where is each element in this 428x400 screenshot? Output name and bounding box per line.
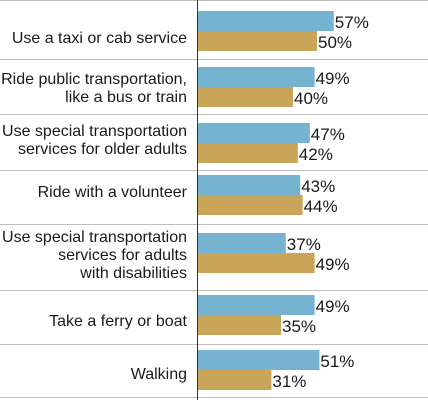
category-label: Use special transportation bbox=[2, 123, 187, 140]
category-label: Take a ferry or boat bbox=[49, 313, 187, 330]
bar-series-1 bbox=[197, 233, 286, 253]
bar-series-1 bbox=[197, 350, 320, 370]
value-label: 57% bbox=[335, 13, 369, 32]
value-label: 49% bbox=[316, 297, 350, 316]
bar-series-2 bbox=[197, 143, 298, 163]
value-label: 37% bbox=[287, 235, 321, 254]
category-label: Use special transportation bbox=[2, 229, 187, 246]
bar-series-2 bbox=[197, 253, 315, 273]
value-label: 51% bbox=[320, 352, 354, 371]
bar-series-2 bbox=[197, 195, 303, 215]
value-label: 43% bbox=[301, 177, 335, 196]
category-label: Use a taxi or cab service bbox=[12, 30, 187, 47]
bar-series-1 bbox=[197, 123, 310, 143]
bar-series-1 bbox=[197, 67, 315, 87]
bar-series-1 bbox=[197, 11, 334, 31]
bar-series-1 bbox=[197, 295, 315, 315]
category-label: like a bus or train bbox=[65, 89, 187, 106]
value-label: 31% bbox=[272, 372, 306, 391]
value-label: 47% bbox=[311, 125, 345, 144]
value-label: 42% bbox=[299, 145, 333, 164]
bar-series-2 bbox=[197, 31, 317, 51]
value-label: 49% bbox=[316, 69, 350, 88]
category-label: Ride public transportation, bbox=[1, 71, 187, 88]
category-label: services for adults bbox=[58, 247, 187, 264]
category-label: with disabilities bbox=[79, 265, 187, 282]
category-label: Walking bbox=[131, 366, 187, 383]
value-label: 50% bbox=[318, 33, 352, 52]
value-label: 49% bbox=[316, 255, 350, 274]
bar-series-2 bbox=[197, 370, 272, 390]
bar-series-2 bbox=[197, 87, 293, 107]
value-label: 40% bbox=[294, 89, 328, 108]
value-label: 44% bbox=[304, 197, 338, 216]
bar-series-1 bbox=[197, 175, 301, 195]
category-label: services for older adults bbox=[18, 141, 187, 158]
category-label: Ride with a volunteer bbox=[38, 184, 188, 201]
bar-series-2 bbox=[197, 315, 281, 335]
value-label: 35% bbox=[282, 317, 316, 336]
